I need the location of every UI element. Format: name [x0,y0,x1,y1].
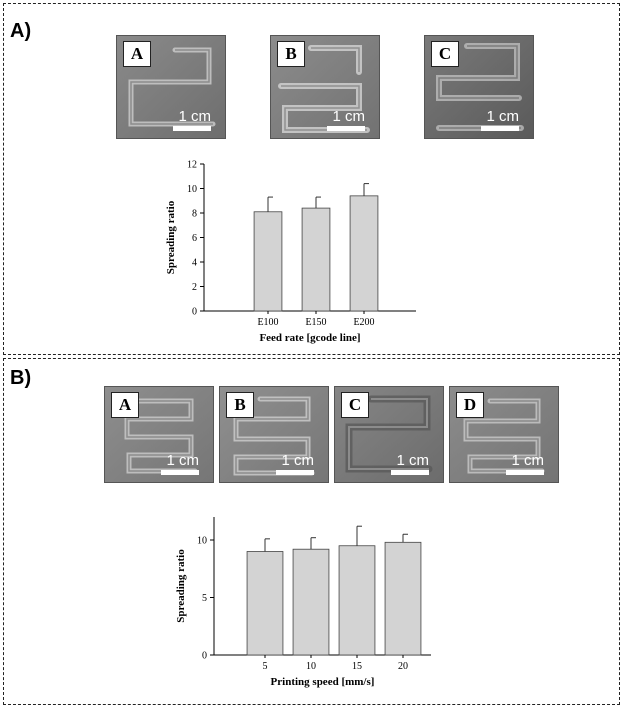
bar [384,541,422,656]
bar [338,545,376,656]
photo-b-d: D 1 cm [449,386,559,483]
x-tick-label: E150 [305,317,326,328]
y-axis-title: Spreading ratio [165,200,177,274]
bar [253,211,283,312]
photo-b-d-scale-bar [506,470,544,475]
photo-a-c-scale-bar [481,126,519,131]
x-tick-label: 10 [306,661,316,672]
panel-b: B) A 1 cm B 1 cm C 1 cm [3,358,620,705]
photo-b-c: C 1 cm [334,386,444,483]
panel-b-label: B) [10,367,32,389]
photo-a-a: A 1 cm [116,35,226,139]
photo-b-b-tag: B [226,392,254,418]
photo-a-c: C 1 cm [424,35,534,139]
panel-a: A) A 1 cm B 1 cm C 1 cm [3,3,620,355]
photo-b-a-tag: A [111,392,139,418]
bar [301,207,331,312]
bar [349,195,379,312]
x-axis-title: Printing speed [mm/s] [271,676,375,688]
photo-a-a-scale-text: 1 cm [178,108,211,125]
photo-b-c-scale-bar [391,470,429,475]
photo-a-c-scale-text: 1 cm [486,108,519,125]
photo-b-a-scale-text: 1 cm [166,452,199,469]
x-axis-title: Feed rate [gcode line] [259,332,360,344]
photo-a-b-scale-text: 1 cm [332,108,365,125]
y-tick-label: 0 [192,307,197,318]
photo-b-a-scale-bar [161,470,199,475]
photo-a-b: B 1 cm [270,35,380,139]
x-tick-label: E100 [257,317,278,328]
photo-b-c-tag: C [341,392,369,418]
photo-a-a-scale-bar [173,126,211,131]
bar [292,548,330,656]
chart-feed-rate: 0 2 4 6 8 10 12 E100 E150 E200 Feed rate [gcode li… [165,160,416,344]
y-tick-label: 2 [192,282,197,293]
y-tick-label: 10 [197,536,207,547]
panel-a-label: A) [10,20,32,42]
chart-printing-speed: 0 5 10 5 10 15 20 Printing speed [mm/s] Spreadin… [175,517,431,688]
x-tick-label: E200 [353,317,374,328]
photo-b-d-tag: D [456,392,484,418]
y-tick-label: 10 [187,184,197,195]
x-tick-label: 15 [352,661,362,672]
photo-b-d-scale-text: 1 cm [511,452,544,469]
photo-b-b-scale-text: 1 cm [281,452,314,469]
y-tick-label: 12 [187,160,197,171]
photo-b-c-scale-text: 1 cm [396,452,429,469]
photo-b-a: A 1 cm [104,386,214,483]
photo-a-b-scale-bar [327,126,365,131]
photo-b-b: B 1 cm [219,386,329,483]
y-tick-label: 4 [192,258,197,269]
photo-a-c-tag: C [431,41,459,67]
x-tick-label: 5 [263,661,268,672]
bar [246,551,284,656]
photo-a-a-tag: A [123,41,151,67]
y-tick-label: 6 [192,233,197,244]
y-tick-label: 8 [192,209,197,220]
photo-a-b-tag: B [277,41,305,67]
photo-b-b-scale-bar [276,470,314,475]
y-tick-label: 0 [202,651,207,662]
x-tick-label: 20 [398,661,408,672]
y-axis-title: Spreading ratio [175,549,187,623]
y-tick-label: 5 [202,593,207,604]
